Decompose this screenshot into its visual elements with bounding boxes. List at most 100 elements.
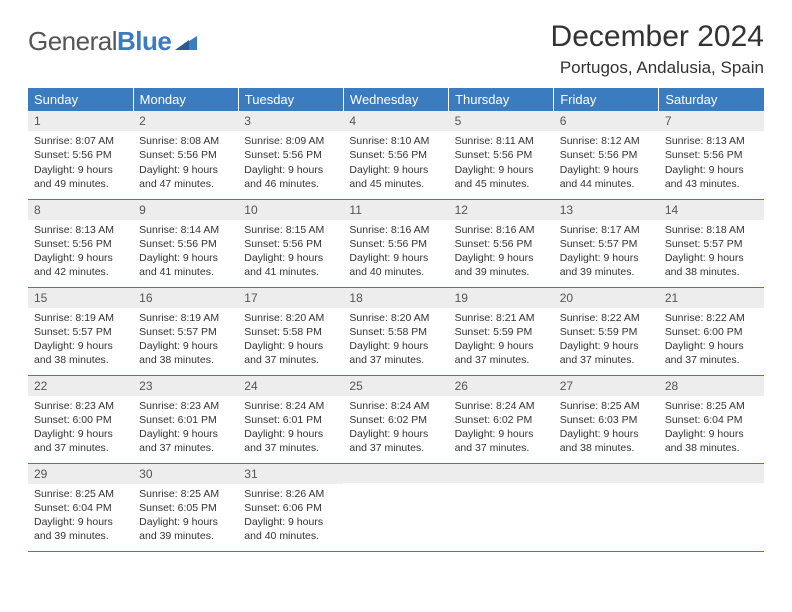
sunrise-line: Sunrise: 8:25 AM [139, 487, 232, 501]
day-number: 24 [238, 376, 343, 396]
sunset-line: Sunset: 5:59 PM [560, 325, 653, 339]
day-body: Sunrise: 8:24 AMSunset: 6:02 PMDaylight:… [449, 396, 554, 462]
day-header-thursday: Thursday [449, 88, 554, 111]
calendar-cell: 28Sunrise: 8:25 AMSunset: 6:04 PMDayligh… [659, 375, 764, 463]
day-header-saturday: Saturday [659, 88, 764, 111]
sunset-line: Sunset: 5:57 PM [665, 237, 758, 251]
day-number: 31 [238, 464, 343, 484]
day-body: Sunrise: 8:25 AMSunset: 6:04 PMDaylight:… [28, 484, 133, 550]
sunset-line: Sunset: 6:00 PM [34, 413, 127, 427]
calendar-cell: 15Sunrise: 8:19 AMSunset: 5:57 PMDayligh… [28, 287, 133, 375]
sunrise-line: Sunrise: 8:14 AM [139, 223, 232, 237]
day-body: Sunrise: 8:19 AMSunset: 5:57 PMDaylight:… [28, 308, 133, 374]
daylight-line: Daylight: 9 hours and 49 minutes. [34, 163, 127, 191]
sunset-line: Sunset: 5:57 PM [560, 237, 653, 251]
day-body: Sunrise: 8:15 AMSunset: 5:56 PMDaylight:… [238, 220, 343, 286]
day-body: Sunrise: 8:18 AMSunset: 5:57 PMDaylight:… [659, 220, 764, 286]
day-body: Sunrise: 8:22 AMSunset: 5:59 PMDaylight:… [554, 308, 659, 374]
day-number: 30 [133, 464, 238, 484]
sunrise-line: Sunrise: 8:13 AM [34, 223, 127, 237]
daylight-line: Daylight: 9 hours and 39 minutes. [139, 515, 232, 543]
sunset-line: Sunset: 5:57 PM [139, 325, 232, 339]
daylight-line: Daylight: 9 hours and 41 minutes. [139, 251, 232, 279]
daylight-line: Daylight: 9 hours and 38 minutes. [139, 339, 232, 367]
day-body: Sunrise: 8:24 AMSunset: 6:02 PMDaylight:… [343, 396, 448, 462]
calendar-cell: 29Sunrise: 8:25 AMSunset: 6:04 PMDayligh… [28, 463, 133, 551]
daylight-line: Daylight: 9 hours and 39 minutes. [34, 515, 127, 543]
calendar-cell: 17Sunrise: 8:20 AMSunset: 5:58 PMDayligh… [238, 287, 343, 375]
calendar-cell: 21Sunrise: 8:22 AMSunset: 6:00 PMDayligh… [659, 287, 764, 375]
sunset-line: Sunset: 5:56 PM [34, 237, 127, 251]
calendar-cell: 9Sunrise: 8:14 AMSunset: 5:56 PMDaylight… [133, 199, 238, 287]
sunset-line: Sunset: 5:58 PM [349, 325, 442, 339]
calendar-cell: 20Sunrise: 8:22 AMSunset: 5:59 PMDayligh… [554, 287, 659, 375]
day-number: 3 [238, 111, 343, 131]
day-number-empty [554, 464, 659, 483]
sunrise-line: Sunrise: 8:09 AM [244, 134, 337, 148]
logo-part1: General [28, 26, 117, 56]
header: GeneralBlue December 2024 Portugos, Anda… [28, 20, 764, 78]
sunrise-line: Sunrise: 8:24 AM [455, 399, 548, 413]
day-number: 16 [133, 288, 238, 308]
day-body: Sunrise: 8:23 AMSunset: 6:00 PMDaylight:… [28, 396, 133, 462]
sunset-line: Sunset: 5:57 PM [34, 325, 127, 339]
calendar-row: 8Sunrise: 8:13 AMSunset: 5:56 PMDaylight… [28, 199, 764, 287]
logo-text: GeneralBlue [28, 26, 171, 57]
calendar-cell [554, 463, 659, 551]
day-body: Sunrise: 8:16 AMSunset: 5:56 PMDaylight:… [343, 220, 448, 286]
sunrise-line: Sunrise: 8:17 AM [560, 223, 653, 237]
calendar-cell: 6Sunrise: 8:12 AMSunset: 5:56 PMDaylight… [554, 111, 659, 199]
day-body: Sunrise: 8:20 AMSunset: 5:58 PMDaylight:… [343, 308, 448, 374]
day-number: 4 [343, 111, 448, 131]
sunrise-line: Sunrise: 8:19 AM [139, 311, 232, 325]
day-number: 9 [133, 200, 238, 220]
day-body: Sunrise: 8:13 AMSunset: 5:56 PMDaylight:… [28, 220, 133, 286]
day-number: 14 [659, 200, 764, 220]
daylight-line: Daylight: 9 hours and 43 minutes. [665, 163, 758, 191]
daylight-line: Daylight: 9 hours and 37 minutes. [455, 427, 548, 455]
day-number: 12 [449, 200, 554, 220]
day-number: 22 [28, 376, 133, 396]
daylight-line: Daylight: 9 hours and 37 minutes. [455, 339, 548, 367]
day-body: Sunrise: 8:14 AMSunset: 5:56 PMDaylight:… [133, 220, 238, 286]
sunrise-line: Sunrise: 8:15 AM [244, 223, 337, 237]
day-header-wednesday: Wednesday [343, 88, 448, 111]
sunset-line: Sunset: 6:01 PM [139, 413, 232, 427]
sunset-line: Sunset: 5:56 PM [349, 237, 442, 251]
day-number: 18 [343, 288, 448, 308]
sunset-line: Sunset: 5:56 PM [560, 148, 653, 162]
day-number: 2 [133, 111, 238, 131]
calendar-cell: 4Sunrise: 8:10 AMSunset: 5:56 PMDaylight… [343, 111, 448, 199]
logo: GeneralBlue [28, 26, 197, 57]
daylight-line: Daylight: 9 hours and 39 minutes. [455, 251, 548, 279]
sunset-line: Sunset: 5:56 PM [455, 148, 548, 162]
day-number-empty [659, 464, 764, 483]
day-number: 6 [554, 111, 659, 131]
sunrise-line: Sunrise: 8:07 AM [34, 134, 127, 148]
sunrise-line: Sunrise: 8:13 AM [665, 134, 758, 148]
sunrise-line: Sunrise: 8:19 AM [34, 311, 127, 325]
calendar-cell: 3Sunrise: 8:09 AMSunset: 5:56 PMDaylight… [238, 111, 343, 199]
calendar-cell: 11Sunrise: 8:16 AMSunset: 5:56 PMDayligh… [343, 199, 448, 287]
sunset-line: Sunset: 5:59 PM [455, 325, 548, 339]
sunrise-line: Sunrise: 8:11 AM [455, 134, 548, 148]
calendar-cell: 12Sunrise: 8:16 AMSunset: 5:56 PMDayligh… [449, 199, 554, 287]
calendar-cell: 16 Sunrise: 8:19 AMSunset: 5:57 PMDayligh… [133, 287, 238, 375]
logo-triangle-icon [175, 34, 197, 50]
sunrise-line: Sunrise: 8:24 AM [244, 399, 337, 413]
calendar-cell: 19Sunrise: 8:21 AMSunset: 5:59 PMDayligh… [449, 287, 554, 375]
calendar-cell: 13Sunrise: 8:17 AMSunset: 5:57 PMDayligh… [554, 199, 659, 287]
day-number-empty [343, 464, 448, 483]
day-body: Sunrise: 8:11 AMSunset: 5:56 PMDaylight:… [449, 131, 554, 197]
calendar-cell: 25Sunrise: 8:24 AMSunset: 6:02 PMDayligh… [343, 375, 448, 463]
day-number: 15 [28, 288, 133, 308]
day-body: Sunrise: 8:12 AMSunset: 5:56 PMDaylight:… [554, 131, 659, 197]
calendar-head: SundayMondayTuesdayWednesdayThursdayFrid… [28, 88, 764, 111]
calendar-cell: 7Sunrise: 8:13 AMSunset: 5:56 PMDaylight… [659, 111, 764, 199]
day-number: 8 [28, 200, 133, 220]
calendar-cell: 23Sunrise: 8:23 AMSunset: 6:01 PMDayligh… [133, 375, 238, 463]
sunrise-line: Sunrise: 8:18 AM [665, 223, 758, 237]
sunrise-line: Sunrise: 8:25 AM [560, 399, 653, 413]
calendar-cell: 1Sunrise: 8:07 AMSunset: 5:56 PMDaylight… [28, 111, 133, 199]
day-number: 13 [554, 200, 659, 220]
